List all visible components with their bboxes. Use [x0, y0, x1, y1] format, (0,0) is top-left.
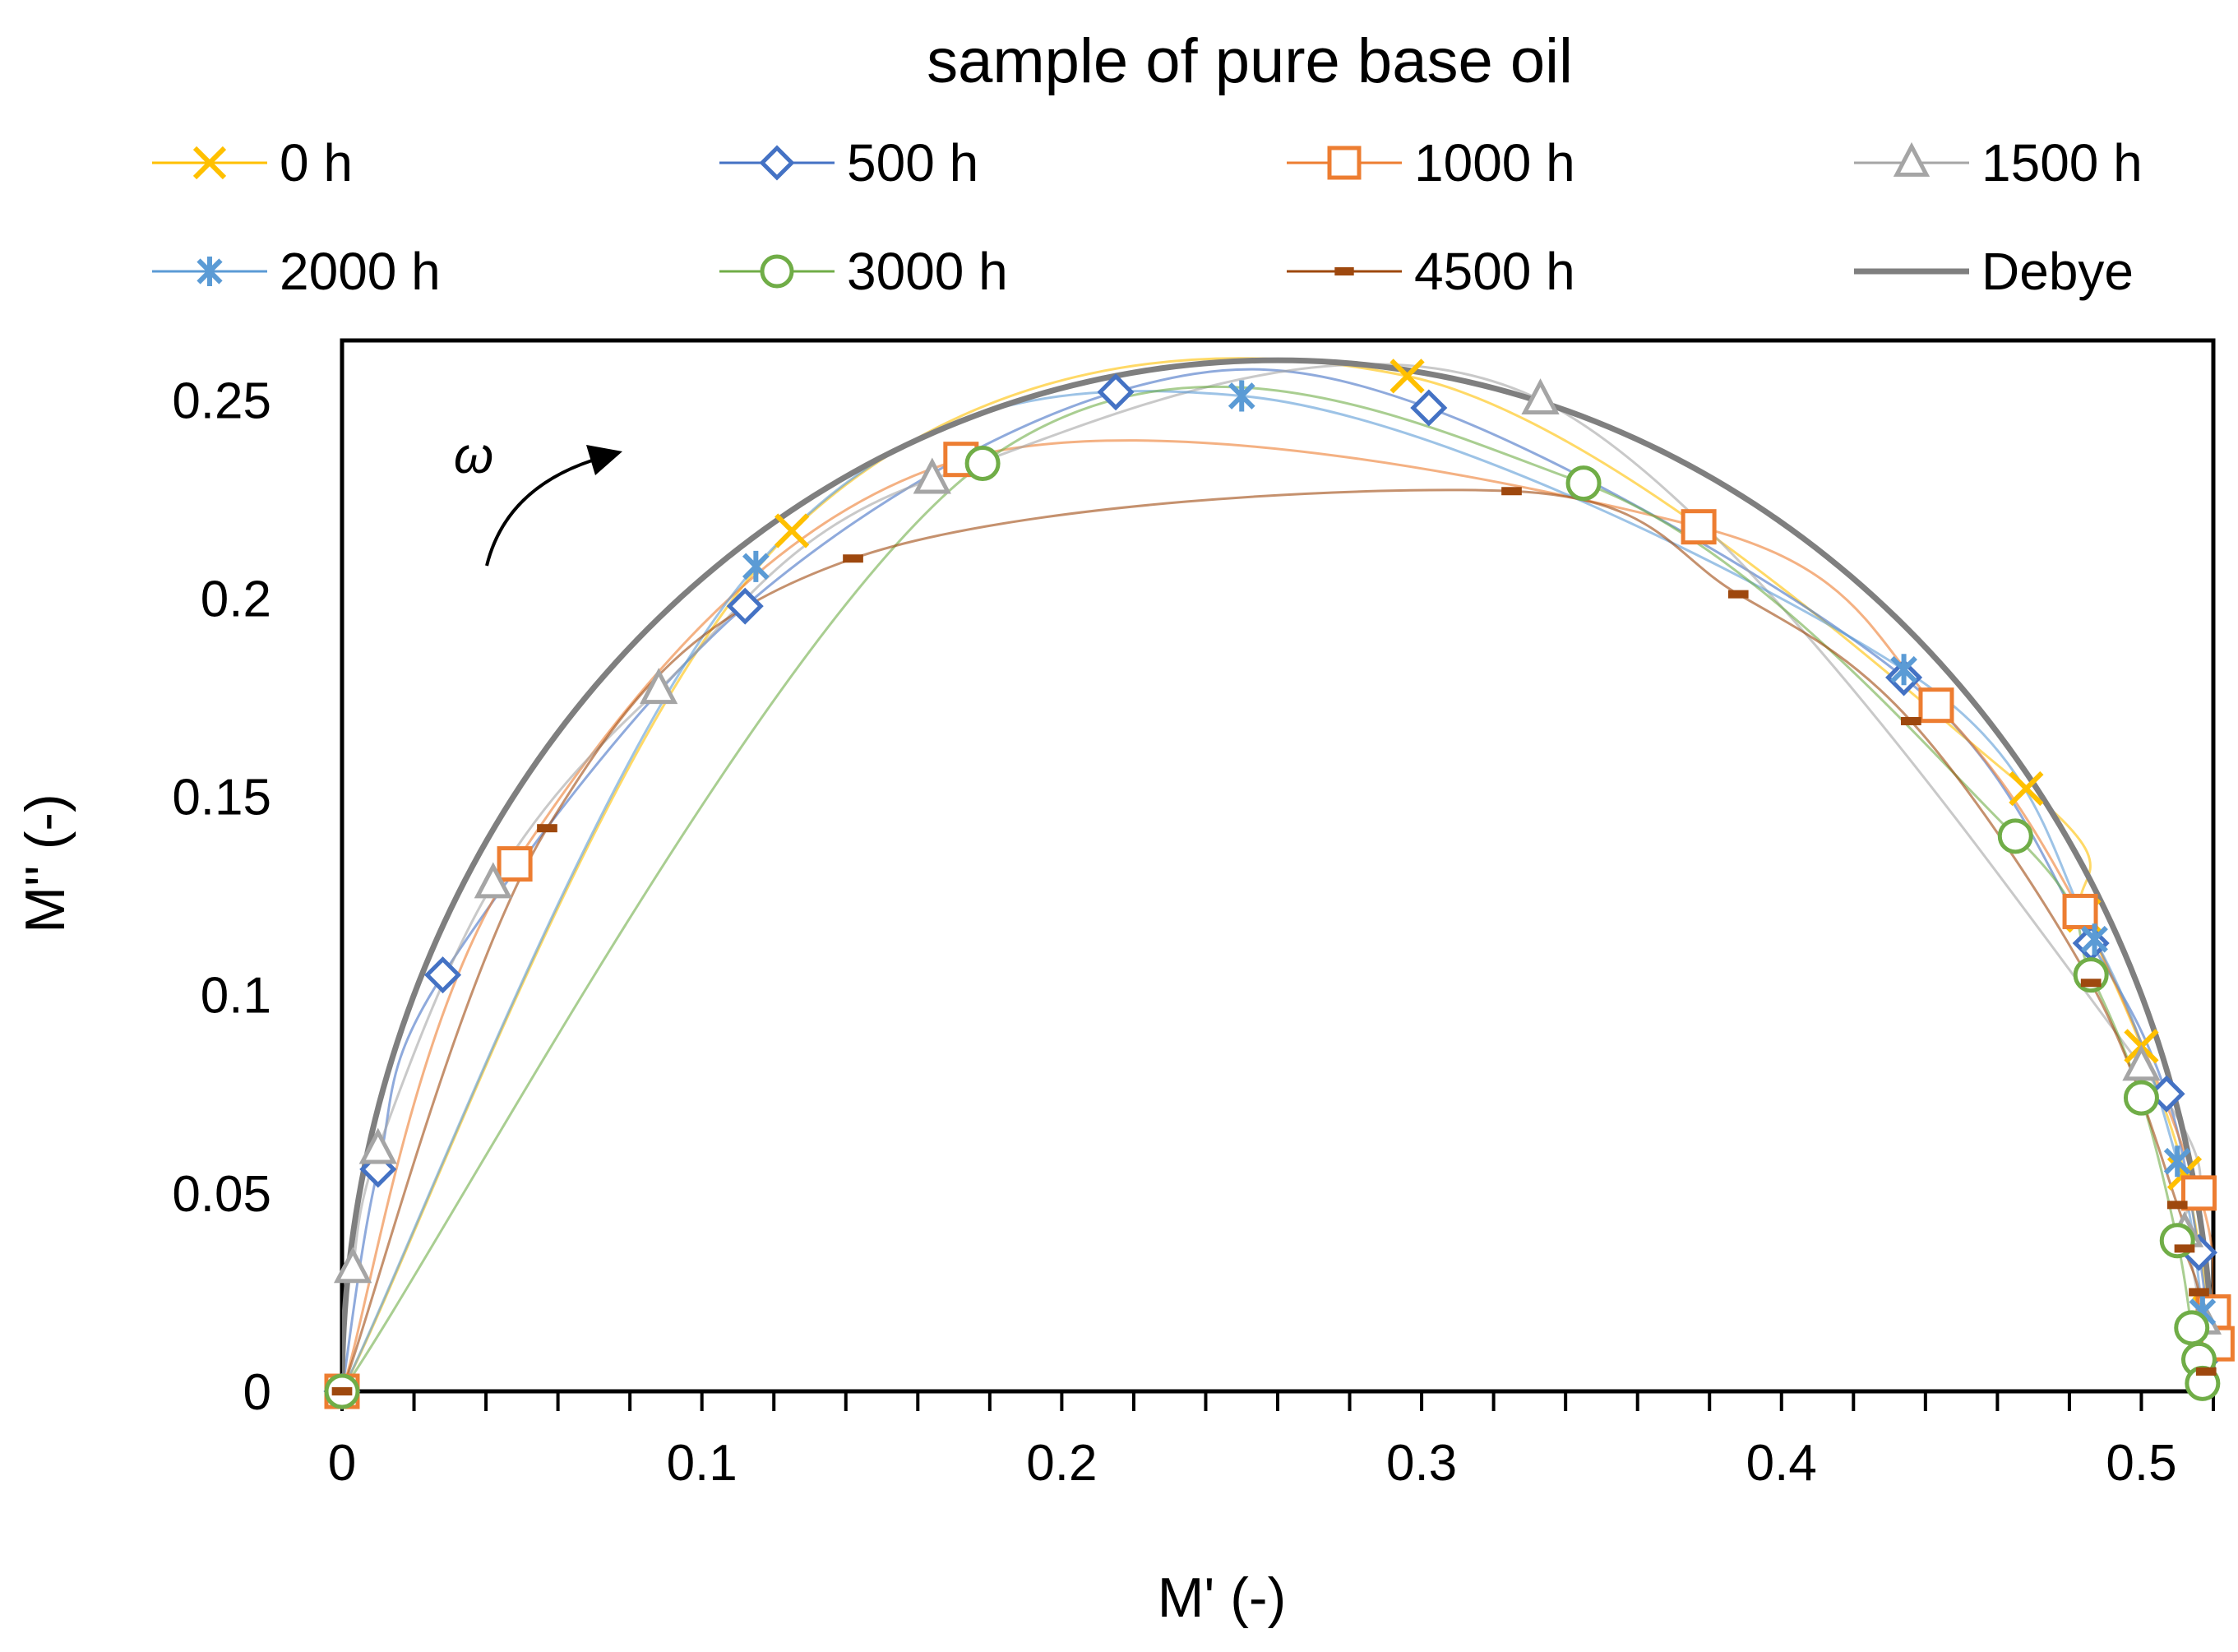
- y-axis-label: M'' (-): [14, 794, 76, 932]
- legend-marker: [192, 146, 227, 180]
- omega-label: ω: [454, 428, 493, 484]
- legend-marker: [760, 254, 794, 289]
- legend-label: 0 h: [280, 133, 353, 192]
- data-point: [1410, 389, 1448, 427]
- data-point: [1390, 359, 1425, 394]
- legend-label: Debye: [1981, 242, 2134, 301]
- data-point: [2166, 1201, 2188, 1210]
- x-tick-label: 0.5: [2106, 1435, 2176, 1492]
- omega-annotation: ω: [454, 428, 622, 567]
- legend-item-3000-h: 3000 h: [719, 242, 1008, 301]
- data-point: [742, 550, 770, 582]
- series-markers: [323, 359, 2235, 1410]
- y-tick-label: 0.25: [172, 373, 271, 429]
- x-tick-label: 0.2: [1026, 1435, 1097, 1492]
- legend-marker: [1334, 267, 1354, 275]
- x-axis-tick-labels: 0 0.1 0.2 0.3 0.4 0.5: [328, 1435, 2177, 1492]
- data-point: [537, 824, 557, 833]
- x-axis-label: M' (-): [1158, 1566, 1286, 1629]
- data-point: [726, 587, 764, 625]
- y-tick-label: 0: [243, 1364, 271, 1421]
- data-point: [1890, 654, 1917, 686]
- data-point: [424, 956, 462, 994]
- data-point: [2062, 893, 2098, 929]
- data-point: [2123, 1080, 2159, 1116]
- data-point: [358, 1127, 397, 1164]
- data-point: [2180, 1175, 2217, 1211]
- data-point: [474, 862, 512, 899]
- data-point: [333, 1247, 372, 1284]
- data-point: [1918, 687, 1954, 724]
- series-markers-4500-h: [331, 487, 2217, 1395]
- legend-item-500-h: 500 h: [719, 133, 978, 192]
- legend-label: 4500 h: [1414, 242, 1575, 301]
- data-point: [1565, 465, 1602, 502]
- data-point: [1501, 487, 1522, 496]
- data-point: [1900, 716, 1921, 725]
- data-point: [331, 1387, 353, 1395]
- data-point: [2195, 1367, 2217, 1376]
- axis-ticks: [340, 1391, 2215, 1411]
- omega-arrowhead: [586, 445, 622, 475]
- data-point: [1097, 373, 1135, 411]
- x-tick-label: 0.1: [667, 1435, 738, 1492]
- legend-item-4500-h: 4500 h: [1287, 242, 1575, 301]
- data-point: [2122, 1044, 2161, 1081]
- legend-item-1500-h: 1500 h: [1854, 133, 2143, 192]
- legend-item-debye: Debye: [1854, 242, 2134, 301]
- data-point: [964, 446, 1001, 482]
- legend: 0 h 500 h 1000 h 1500 h 2000 h 3000 h 4500 h De…: [152, 133, 2143, 301]
- x-tick-label: 0: [328, 1435, 356, 1492]
- chart-title: sample of pure base oil: [927, 26, 1573, 96]
- legend-label: 1000 h: [1414, 133, 1575, 192]
- legend-label: 2000 h: [280, 242, 441, 301]
- data-point: [2080, 979, 2102, 988]
- data-point: [1997, 818, 2033, 854]
- legend-marker: [1327, 146, 1362, 180]
- data-point: [1681, 509, 1717, 545]
- data-point: [1521, 378, 1560, 415]
- x-tick-label: 0.3: [1386, 1435, 1457, 1492]
- data-point: [2081, 923, 2108, 956]
- legend-item-1000-h: 1000 h: [1287, 133, 1575, 192]
- series-line-debye: [342, 357, 2213, 1391]
- y-tick-label: 0.1: [201, 968, 271, 1025]
- data-point: [843, 554, 863, 563]
- legend-item-2000-h: 2000 h: [152, 242, 441, 301]
- legend-marker: [759, 145, 795, 181]
- series-line-500-h: [342, 368, 2212, 1391]
- data-point: [2174, 1244, 2195, 1253]
- data-point: [2163, 1145, 2191, 1178]
- data-point: [774, 513, 810, 548]
- legend-marker: [1893, 141, 1931, 177]
- legend-label: 3000 h: [847, 242, 1008, 301]
- y-axis-tick-labels: 0 0.05 0.1 0.15 0.2 0.25: [172, 373, 271, 1421]
- omega-arrow: [485, 459, 593, 567]
- legend-marker: [197, 257, 223, 286]
- data-point: [1228, 380, 1255, 412]
- data-point: [2009, 770, 2044, 807]
- legend-label: 500 h: [847, 133, 978, 192]
- y-tick-label: 0.15: [172, 770, 271, 826]
- y-tick-label: 0.05: [172, 1166, 271, 1223]
- y-tick-label: 0.2: [201, 571, 271, 627]
- data-point: [2189, 1288, 2209, 1297]
- data-point: [1727, 590, 1749, 599]
- legend-label: 1500 h: [1981, 133, 2143, 192]
- data-point: [640, 668, 678, 705]
- data-point: [913, 457, 951, 494]
- legend-item-0-h: 0 h: [152, 133, 353, 192]
- data-point: [2174, 1310, 2210, 1346]
- x-tick-label: 0.4: [1746, 1435, 1817, 1492]
- data-point: [497, 846, 533, 882]
